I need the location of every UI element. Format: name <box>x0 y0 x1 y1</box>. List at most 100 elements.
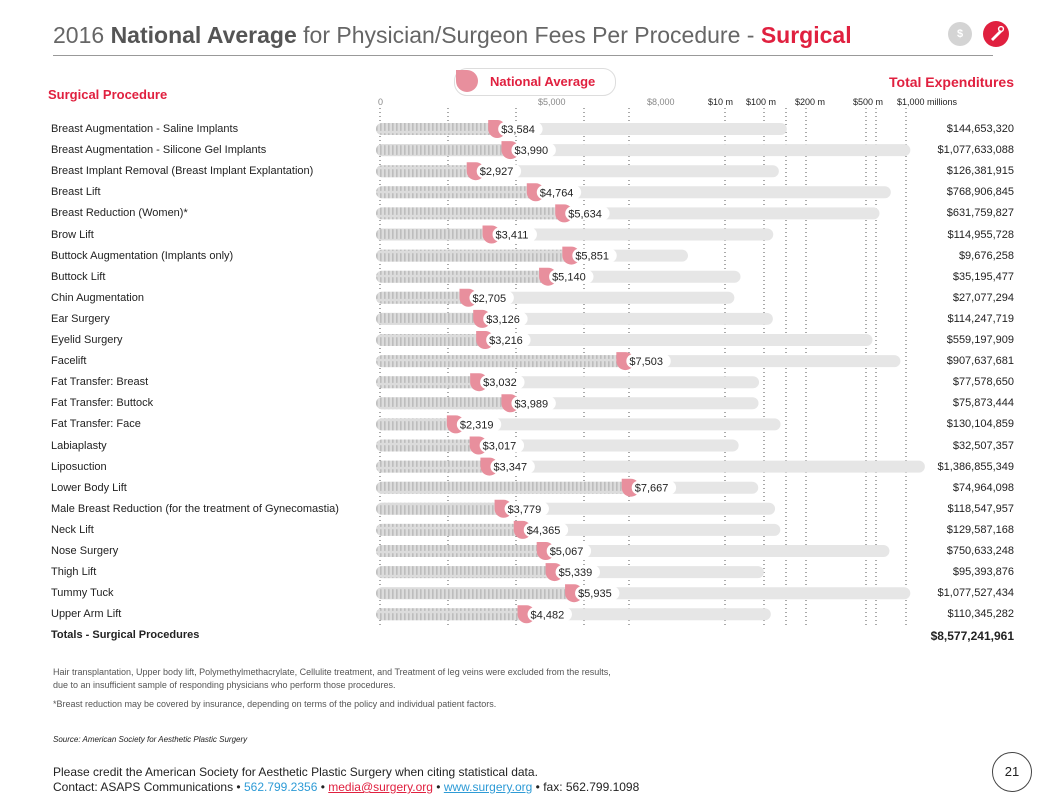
procedure-label: Brow Lift <box>51 228 94 241</box>
fee-label: $5,851 <box>575 251 609 263</box>
fee-bar <box>376 376 480 389</box>
fee-bar <box>376 291 469 304</box>
page-number: 21 <box>992 752 1032 792</box>
tick-label: 0 <box>378 97 384 107</box>
expenditure-value: $32,507,357 <box>952 439 1014 452</box>
contact-line: Contact: ASAPS Communications • 562.799.… <box>53 780 639 794</box>
fee-label: $2,319 <box>460 419 494 431</box>
fee-label: $3,990 <box>514 145 548 157</box>
fee-bar <box>376 545 546 557</box>
fee-bar <box>376 608 527 621</box>
expenditure-value: $129,587,168 <box>946 523 1014 536</box>
expenditure-value: $768,906,845 <box>946 186 1014 199</box>
legend <box>454 68 616 96</box>
fee-bar <box>376 397 511 410</box>
procedure-label: Tummy Tuck <box>51 587 114 600</box>
expenditure-value: $130,104,859 <box>946 418 1014 431</box>
procedure-label: Liposuction <box>51 460 107 473</box>
fee-label: $7,667 <box>635 483 669 495</box>
fee-label-bg <box>523 522 569 537</box>
procedure-label: Breast Augmentation - Silicone Gel Impla… <box>51 144 267 157</box>
expenditure-value: $118,547,957 <box>947 502 1014 515</box>
fee-bar <box>376 502 504 515</box>
fee-bar <box>376 418 456 431</box>
fee-label: $3,216 <box>489 335 523 347</box>
fee-label-bg <box>469 290 514 305</box>
expenditure-value: $1,077,527,434 <box>937 587 1014 600</box>
scalpel-icon <box>983 21 1009 47</box>
expenditure-value: $126,381,915 <box>946 165 1014 178</box>
fee-bar <box>376 355 626 368</box>
fee-label-bg <box>511 143 556 158</box>
expenditure-value: $114,955,728 <box>947 228 1014 241</box>
fee-label: $3,032 <box>483 377 517 389</box>
procedure-label: Fat Transfer: Face <box>51 418 141 431</box>
procedure-label: Eyelid Surgery <box>51 334 123 346</box>
fee-label: $4,764 <box>540 187 574 199</box>
fee-label-bg <box>555 565 600 580</box>
fee-bar <box>376 228 492 241</box>
procedure-label: Breast Augmentation - Saline Implants <box>51 123 239 135</box>
expenditure-value: $750,633,248 <box>946 545 1014 557</box>
fee-label: $2,927 <box>480 166 514 178</box>
note-line-3: *Breast reduction may be covered by insu… <box>53 699 497 709</box>
fee-label-bg <box>498 122 543 136</box>
fee-bar <box>376 481 631 494</box>
column-header-expenditures: Total Expenditures <box>889 74 1014 90</box>
fee-label-bg <box>536 185 582 200</box>
fee-bar <box>376 186 536 199</box>
note-line-2: due to an insufficient sample of respond… <box>53 680 396 690</box>
fee-bar <box>376 460 490 473</box>
procedure-label: Labiaplasty <box>51 439 107 452</box>
procedure-label: Male Breast Reduction (for the treatment… <box>51 502 339 515</box>
expenditure-value: $95,393,876 <box>952 566 1014 579</box>
fee-label: $3,584 <box>501 124 535 136</box>
expenditure-value: $27,077,294 <box>952 291 1014 304</box>
fee-bar <box>376 249 572 262</box>
phone-number: 562.799.2356 <box>243 780 318 794</box>
fee-label-bg <box>490 459 535 474</box>
fee-bar <box>376 123 498 135</box>
email-link[interactable]: media@surgery.org <box>328 780 433 794</box>
procedure-label: Neck Lift <box>51 523 94 536</box>
fee-label-bg <box>492 227 537 242</box>
fee-label-bg <box>572 248 617 263</box>
fee-label: $3,347 <box>493 462 527 474</box>
expenditure-value: $907,637,681 <box>946 355 1014 368</box>
fee-bar <box>376 312 483 325</box>
fee-label: $2,705 <box>472 293 506 305</box>
fee-label-bg <box>486 333 531 347</box>
fee-bar <box>376 587 575 600</box>
procedure-label: Chin Augmentation <box>51 291 144 304</box>
fee-label-bg <box>549 269 594 284</box>
fee-label-bg <box>546 544 592 558</box>
fee-label-bg <box>476 164 522 179</box>
legend-label: National Average <box>490 74 596 89</box>
title-middle: for Physician/Surgeon Fees Per Procedure… <box>303 22 755 48</box>
fee-label: $3,017 <box>483 441 517 453</box>
fee-label-bg <box>631 480 677 495</box>
fee-label-bg <box>483 311 528 326</box>
procedure-label: Fat Transfer: Breast <box>51 376 149 389</box>
fee-label: $3,126 <box>486 314 520 326</box>
fee-bar <box>376 523 523 536</box>
expenditure-value: $75,873,444 <box>952 397 1014 410</box>
totals-value: $8,577,241,961 <box>930 629 1014 643</box>
fee-label-bg <box>504 501 549 516</box>
note-line-1: Hair transplantation, Upper body lift, P… <box>53 667 611 677</box>
fee-bar <box>376 207 565 220</box>
website-link[interactable]: www.surgery.org <box>443 780 533 794</box>
procedure-label: Buttock Lift <box>51 270 106 283</box>
fee-bar <box>376 144 511 157</box>
credit-text: Please credit the American Society for A… <box>53 765 538 779</box>
tick-label: $10 m <box>708 97 734 107</box>
fee-label: $7,503 <box>629 356 663 368</box>
fee-label: $3,779 <box>508 504 542 516</box>
dollar-icon: $ <box>948 22 972 46</box>
fee-label: $4,365 <box>527 525 561 537</box>
procedure-label: Facelift <box>51 355 87 368</box>
expenditure-value: $144,653,320 <box>946 123 1014 135</box>
expenditure-value: $74,964,098 <box>952 481 1014 494</box>
tick-label: $500 m <box>853 97 884 107</box>
title-accent: Surgical <box>760 22 852 48</box>
